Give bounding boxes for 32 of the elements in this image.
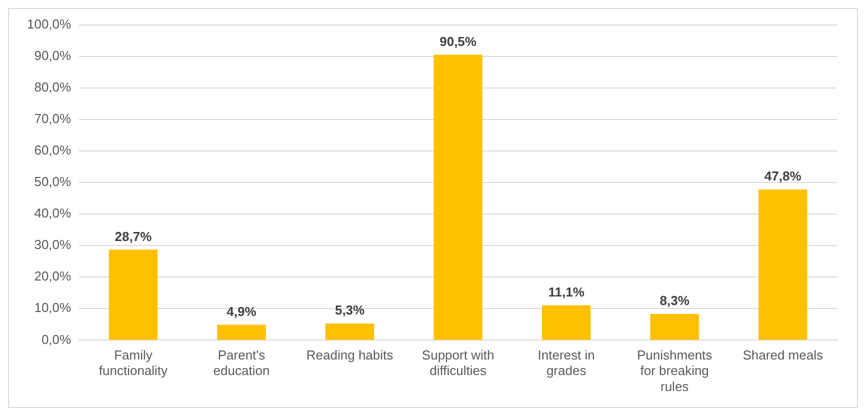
- bar: [434, 54, 482, 340]
- y-tick-label: 20,0%: [34, 268, 72, 284]
- bar: [650, 314, 699, 340]
- y-tick-label: 100,0%: [26, 16, 72, 32]
- y-tick-label: 0,0%: [41, 332, 72, 347]
- x-tick-label: Family functionality: [98, 348, 168, 378]
- data-label: 47,8%: [764, 168, 802, 184]
- data-label: 5,3%: [334, 302, 366, 318]
- y-tick-label: 90,0%: [34, 48, 72, 63]
- y-tick-label: 60,0%: [34, 142, 72, 158]
- y-tick-label: 50,0%: [34, 174, 72, 190]
- data-label: 8,3%: [660, 293, 690, 308]
- bar: [108, 250, 158, 340]
- data-label: 28,7%: [114, 228, 152, 244]
- bar: [217, 324, 266, 340]
- data-label: 90,5%: [440, 34, 477, 49]
- bar: [325, 323, 374, 340]
- x-tick-label: Interest in grades: [538, 348, 595, 378]
- y-tick-label: 10,0%: [34, 300, 72, 316]
- y-tick-label: 80,0%: [34, 79, 72, 94]
- y-tick-label: 70,0%: [34, 111, 72, 126]
- bar: [758, 189, 808, 340]
- x-tick-label: Shared meals: [742, 348, 824, 363]
- y-tick-label: 40,0%: [34, 206, 72, 221]
- data-label: 4,9%: [226, 304, 257, 319]
- bar: [542, 305, 591, 340]
- x-tick-label: Punishments for breaking rules: [637, 348, 713, 394]
- x-tick-label: Parent's education: [213, 348, 270, 378]
- x-tick-label: Support with difficulties: [422, 348, 494, 378]
- data-label: 11,1%: [548, 284, 585, 300]
- y-tick-label: 30,0%: [34, 237, 72, 252]
- x-tick-label: Reading habits: [306, 348, 394, 363]
